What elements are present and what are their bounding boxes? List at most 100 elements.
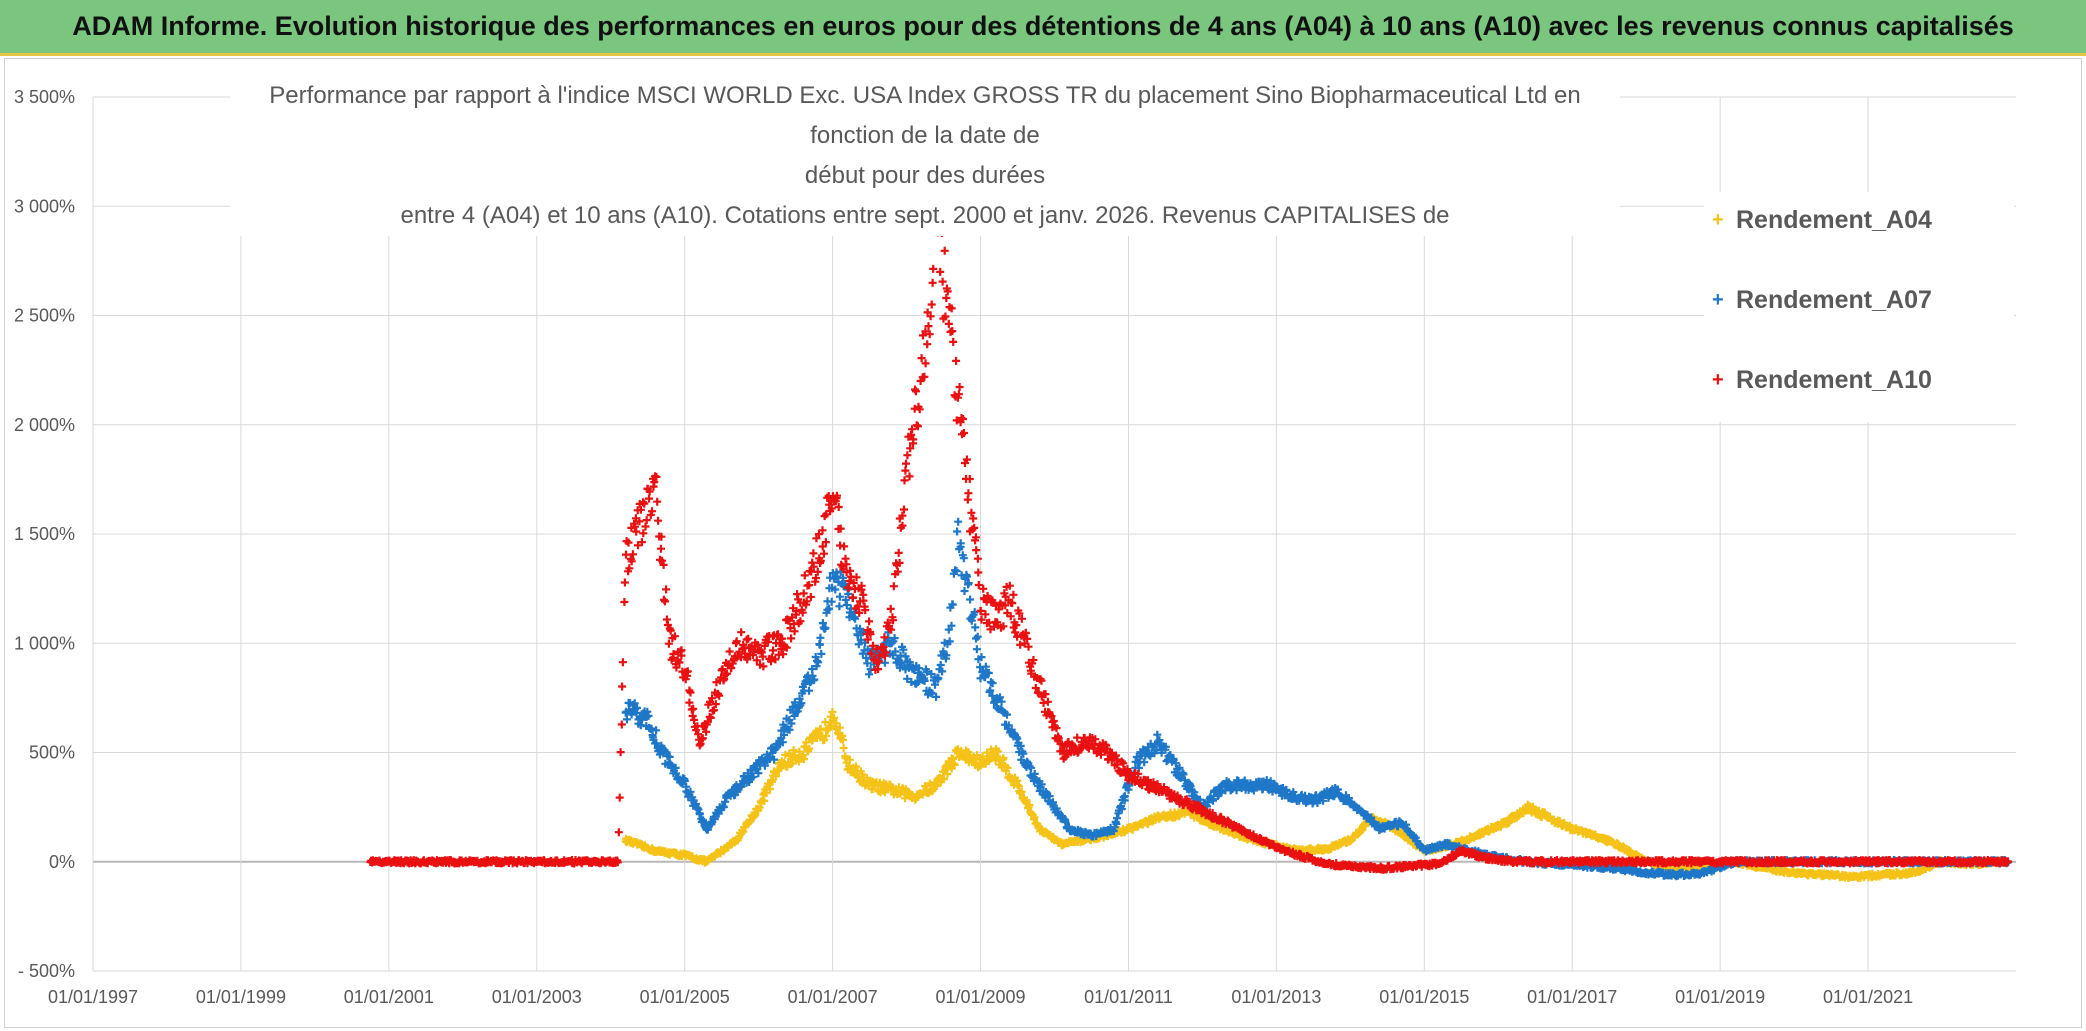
point-Rendement_A10 — [808, 558, 817, 567]
y-tick-label: 1 000% — [14, 633, 75, 653]
x-tick-label: 01/01/2003 — [492, 987, 582, 1007]
point-Rendement_A07 — [816, 633, 825, 642]
point-Rendement_A10 — [616, 748, 625, 757]
x-tick-label: 01/01/2011 — [1084, 987, 1173, 1007]
point-Rendement_A04 — [950, 760, 959, 769]
point-Rendement_A07 — [622, 715, 631, 724]
point-Rendement_A04 — [999, 754, 1008, 763]
point-Rendement_A04 — [828, 708, 837, 716]
point-Rendement_A10 — [974, 568, 983, 577]
point-Rendement_A10 — [865, 617, 874, 626]
point-Rendement_A10 — [900, 476, 909, 485]
point-Rendement_A10 — [938, 277, 947, 286]
y-tick-label: 3 500% — [14, 87, 75, 107]
point-Rendement_A10 — [921, 359, 930, 368]
x-tick-label: 01/01/2009 — [935, 987, 1025, 1007]
point-Rendement_A04 — [805, 744, 814, 753]
point-Rendement_A04 — [845, 755, 854, 764]
y-tick-label: 3 000% — [14, 196, 75, 216]
point-Rendement_A10 — [886, 604, 895, 613]
point-Rendement_A04 — [760, 796, 769, 805]
point-Rendement_A10 — [819, 549, 828, 558]
point-Rendement_A07 — [966, 595, 975, 604]
point-Rendement_A10 — [903, 451, 912, 460]
point-Rendement_A04 — [800, 755, 808, 764]
point-Rendement_A10 — [889, 582, 898, 591]
point-Rendement_A10 — [617, 720, 626, 729]
point-Rendement_A10 — [618, 658, 627, 667]
x-tick-label: 01/01/2013 — [1231, 987, 1321, 1007]
point-Rendement_A10 — [615, 793, 624, 802]
point-Rendement_A04 — [755, 803, 764, 812]
point-Rendement_A04 — [812, 734, 821, 742]
point-Rendement_A04 — [839, 744, 848, 752]
point-Rendement_A10 — [840, 542, 849, 551]
point-Rendement_A10 — [929, 264, 938, 273]
point-Rendement_A07 — [986, 678, 995, 687]
point-Rendement_A10 — [799, 589, 808, 598]
point-Rendement_A07 — [835, 602, 844, 611]
point-Rendement_A10 — [622, 550, 630, 559]
point-Rendement_A10 — [964, 489, 973, 498]
point-Rendement_A07 — [988, 679, 997, 688]
point-Rendement_A04 — [802, 738, 811, 747]
point-Rendement_A10 — [1009, 590, 1018, 599]
point-Rendement_A10 — [900, 505, 908, 514]
x-tick-label: 01/01/2007 — [788, 987, 878, 1007]
point-Rendement_A04 — [839, 735, 847, 744]
x-tick-label: 01/01/2017 — [1527, 987, 1617, 1007]
point-Rendement_A04 — [816, 724, 825, 733]
point-Rendement_A07 — [954, 517, 963, 526]
point-Rendement_A10 — [725, 647, 734, 656]
series-Rendement_A07 — [621, 517, 2013, 881]
point-Rendement_A04 — [830, 713, 838, 722]
point-Rendement_A10 — [944, 319, 953, 328]
point-Rendement_A10 — [661, 597, 669, 606]
x-tick-label: 01/01/1997 — [48, 987, 138, 1007]
point-Rendement_A10 — [952, 356, 961, 365]
point-Rendement_A04 — [1505, 818, 1514, 826]
x-tick-label: 01/01/2021 — [1823, 987, 1913, 1007]
point-Rendement_A04 — [789, 746, 798, 755]
point-Rendement_A07 — [972, 645, 981, 654]
point-Rendement_A07 — [827, 597, 836, 606]
point-Rendement_A10 — [620, 598, 629, 606]
x-tick-label: 01/01/1999 — [196, 987, 286, 1007]
chart-frame — [4, 58, 2082, 1028]
point-Rendement_A04 — [943, 770, 952, 779]
point-Rendement_A10 — [949, 337, 958, 346]
point-Rendement_A10 — [955, 383, 964, 391]
point-Rendement_A10 — [902, 459, 910, 468]
point-Rendement_A04 — [820, 736, 829, 745]
point-Rendement_A10 — [657, 544, 665, 553]
point-Rendement_A10 — [905, 472, 914, 481]
point-Rendement_A10 — [614, 828, 623, 837]
point-Rendement_A10 — [942, 294, 951, 302]
y-tick-label: 2 500% — [14, 306, 75, 326]
point-Rendement_A10 — [928, 278, 937, 287]
point-Rendement_A10 — [901, 466, 910, 475]
y-tick-label: 1 500% — [14, 524, 75, 544]
point-Rendement_A10 — [1052, 724, 1061, 733]
point-Rendement_A04 — [964, 748, 973, 757]
point-Rendement_A04 — [852, 762, 860, 771]
point-Rendement_A04 — [832, 719, 841, 728]
point-Rendement_A07 — [936, 661, 945, 669]
point-Rendement_A10 — [927, 300, 936, 309]
point-Rendement_A10 — [737, 628, 746, 637]
point-Rendement_A10 — [654, 516, 663, 525]
point-Rendement_A10 — [618, 682, 627, 691]
point-Rendement_A07 — [865, 670, 874, 679]
point-Rendement_A04 — [1025, 801, 1034, 809]
point-Rendement_A04 — [901, 794, 909, 803]
point-Rendement_A10 — [1039, 698, 1048, 707]
point-Rendement_A04 — [994, 747, 1003, 756]
point-Rendement_A10 — [653, 497, 662, 506]
point-Rendement_A10 — [662, 585, 671, 594]
point-Rendement_A10 — [972, 546, 981, 555]
x-tick-label: 01/01/2001 — [344, 987, 434, 1007]
point-Rendement_A04 — [1022, 796, 1031, 805]
point-Rendement_A10 — [642, 516, 651, 525]
point-Rendement_A10 — [688, 712, 697, 720]
